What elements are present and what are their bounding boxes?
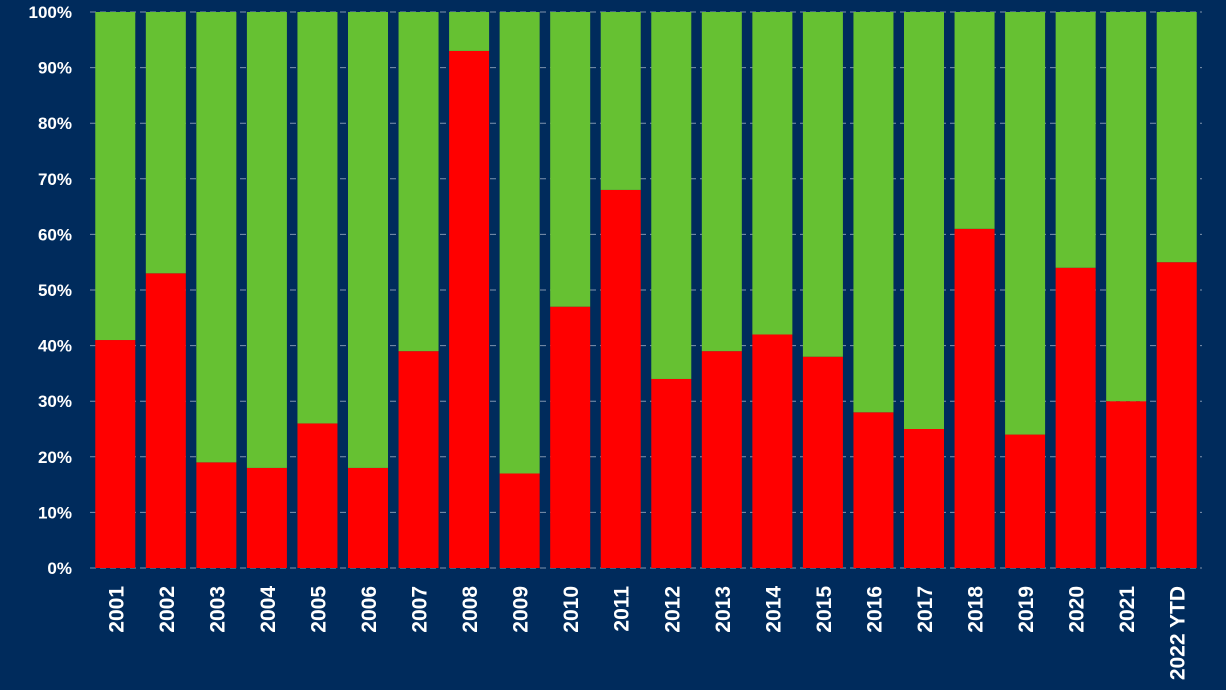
x-tick-label: 2019 (1015, 586, 1038, 633)
x-tick-label: 2003 (206, 586, 229, 633)
y-tick-label: 50% (38, 281, 72, 300)
x-tick-label: 2012 (661, 586, 684, 633)
x-tick-label: 2015 (813, 586, 836, 633)
bar-segment-green (95, 12, 136, 341)
bar-segment-green (499, 12, 540, 474)
bar-segment-green (449, 12, 490, 51)
bar-segment-red (802, 356, 843, 568)
x-tick-label: 2002 (156, 586, 179, 633)
bar-segment-red (145, 273, 186, 568)
bar-segment-red (1106, 401, 1147, 568)
bar-segment-green (752, 12, 793, 335)
bar-segment-red (752, 334, 793, 568)
x-tick-label: 2014 (762, 586, 785, 633)
bar-segment-red (196, 462, 237, 568)
bar-segment-green (853, 12, 894, 413)
bar-segment-red (600, 189, 641, 569)
bar-segment-green (1055, 12, 1096, 268)
x-tick-label: 2008 (459, 586, 482, 633)
bar-segment-green (600, 12, 641, 190)
bar-segment-red (1156, 262, 1197, 568)
bar-segment-red (1005, 434, 1046, 568)
bar-segment-green (802, 12, 843, 357)
bar-segment-red (853, 412, 894, 568)
bar-segment-green (246, 12, 287, 468)
y-tick-label: 90% (38, 59, 72, 78)
bar-segment-green (651, 12, 692, 379)
x-tick-label: 2020 (1066, 586, 1089, 633)
x-tick-label: 2001 (105, 586, 128, 633)
x-tick-label: 2018 (965, 586, 988, 633)
y-tick-label: 30% (38, 392, 72, 411)
bar-segment-green (1106, 12, 1147, 402)
x-tick-label: 2007 (409, 586, 432, 633)
y-tick-label: 20% (38, 448, 72, 467)
bar-segment-red (449, 50, 490, 569)
x-axis: 2001 2002 2003 2004 2005 2006 2007 2008 2009 2010… (105, 586, 1189, 680)
x-tick-label: 2010 (560, 586, 583, 633)
bar-segment-red (1055, 267, 1096, 568)
x-tick-label: 2021 (1116, 586, 1139, 633)
y-tick-label: 100% (29, 3, 72, 22)
x-tick-label: 2004 (257, 586, 280, 633)
bars-layer (95, 12, 1197, 569)
bar-segment-red (701, 351, 742, 568)
y-tick-label: 60% (38, 225, 72, 244)
bar-segment-green (398, 12, 439, 352)
bar-segment-green (297, 12, 338, 424)
x-tick-label: 2006 (358, 586, 381, 633)
bar-segment-green (954, 12, 995, 229)
bar-segment-red (348, 467, 388, 568)
y-tick-label: 0% (47, 559, 72, 578)
x-tick-label: 2005 (307, 586, 330, 633)
bar-segment-green (348, 12, 388, 468)
x-tick-label: 2013 (712, 586, 735, 633)
y-axis: 0% 10% 20% 30% 40% 50% 60% 70% 80% 90% 100% (29, 3, 72, 578)
bar-segment-green (1005, 12, 1046, 435)
x-tick-label: 2022 YTD (1167, 586, 1190, 680)
bar-segment-green (701, 12, 742, 352)
x-tick-label: 2011 (611, 586, 634, 632)
bar-segment-red (95, 340, 136, 568)
x-tick-label: 2009 (510, 586, 533, 633)
bar-segment-green (904, 12, 944, 429)
y-tick-label: 80% (38, 114, 72, 133)
bar-segment-green (550, 12, 591, 307)
bar-segment-red (297, 423, 338, 568)
bar-segment-red (499, 473, 540, 568)
bar-segment-red (246, 467, 287, 568)
x-tick-label: 2016 (863, 586, 886, 633)
y-tick-label: 40% (38, 337, 72, 356)
bar-segment-red (954, 228, 995, 568)
x-tick-label: 2017 (914, 586, 937, 633)
bar-segment-red (398, 351, 439, 568)
y-tick-label: 70% (38, 170, 72, 189)
bar-segment-red (904, 429, 944, 568)
bar-segment-green (145, 12, 186, 274)
y-tick-label: 10% (38, 503, 72, 522)
bar-segment-red (651, 378, 692, 568)
bar-segment-red (550, 306, 591, 568)
bar-segment-green (1156, 12, 1197, 263)
bar-segment-green (196, 12, 237, 463)
